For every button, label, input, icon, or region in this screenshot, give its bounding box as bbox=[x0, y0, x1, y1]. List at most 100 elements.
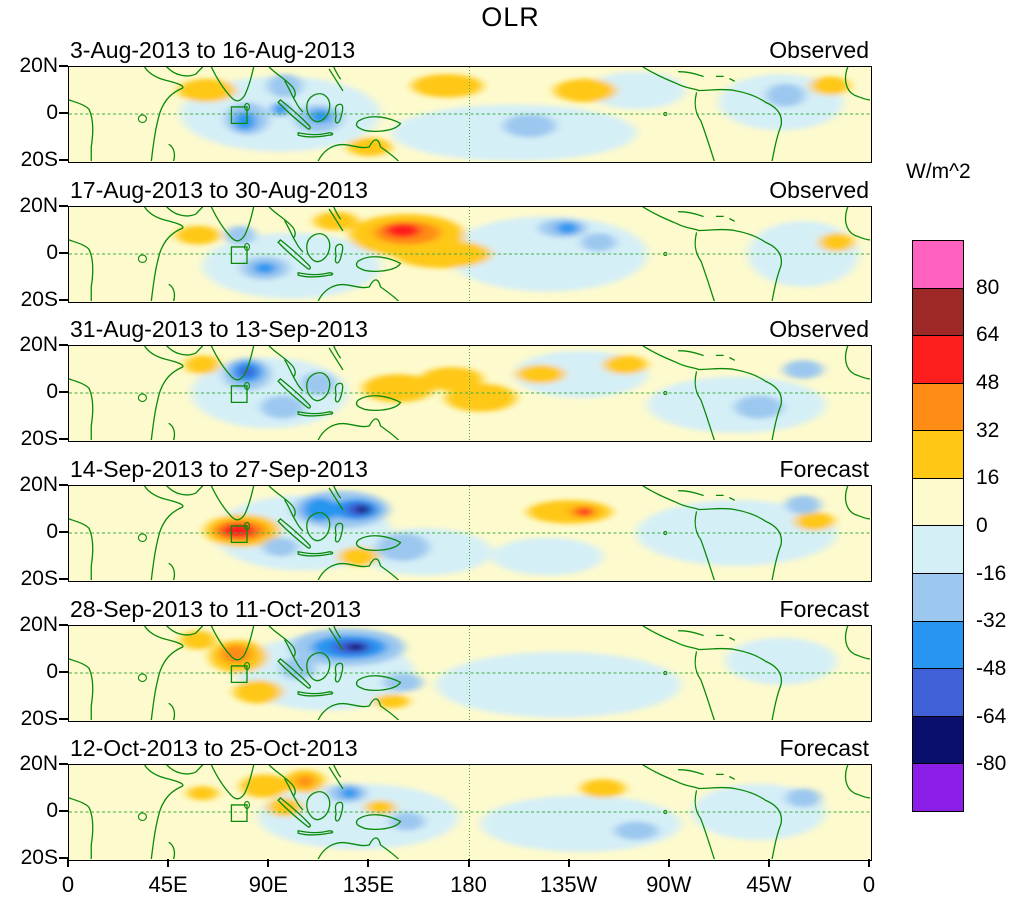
y-tick-label: 20S bbox=[20, 148, 58, 171]
y-axis-tick bbox=[59, 112, 68, 114]
map-svg bbox=[69, 346, 870, 440]
colorbar-cell bbox=[913, 477, 963, 526]
x-axis-tick bbox=[267, 859, 270, 867]
map-panel-4 bbox=[68, 485, 872, 582]
x-tick-label: 45W bbox=[746, 872, 792, 897]
colorbar-tick-label: -80 bbox=[976, 752, 1007, 776]
colorbar-tick-label: 16 bbox=[976, 466, 1000, 490]
y-tick-label: 0 bbox=[46, 520, 58, 543]
x-axis-tick bbox=[467, 859, 470, 867]
y-axis-tick bbox=[59, 763, 68, 765]
x-axis-tick bbox=[67, 859, 69, 867]
y-axis-tick bbox=[59, 438, 68, 440]
colorbar-tick-label: -16 bbox=[976, 561, 1007, 585]
y-axis-tick bbox=[59, 65, 68, 67]
panel-header: 17-Aug-2013 to 30-Aug-2013 Observed bbox=[70, 176, 869, 204]
colorbar-cell bbox=[913, 715, 963, 764]
colorbar-cell bbox=[913, 430, 963, 478]
panel-date-range: 12-Oct-2013 to 25-Oct-2013 bbox=[70, 735, 358, 761]
panel-date-range: 31-Aug-2013 to 13-Sep-2013 bbox=[70, 316, 368, 342]
y-axis-tick bbox=[59, 578, 68, 580]
x-tick-label: 135E bbox=[342, 872, 395, 897]
x-axis-tick bbox=[167, 859, 170, 867]
colorbar-cell bbox=[913, 620, 963, 669]
x-axis-tick bbox=[667, 859, 670, 867]
y-axis-tick bbox=[59, 391, 68, 393]
y-tick-label: 0 bbox=[46, 101, 58, 124]
map-svg bbox=[69, 67, 870, 161]
map-panel-5 bbox=[68, 625, 872, 722]
y-tick-label: 0 bbox=[46, 660, 58, 683]
colorbar-cell bbox=[913, 668, 963, 716]
x-axis-tick bbox=[767, 859, 770, 867]
panel-6: 12-Oct-2013 to 25-Oct-2013 Forecast 20N … bbox=[0, 734, 1021, 869]
y-tick-label: 0 bbox=[46, 799, 58, 822]
map-svg bbox=[69, 626, 870, 720]
colorbar-unit-label: W/m^2 bbox=[906, 160, 971, 183]
panel-type-label: Forecast bbox=[779, 456, 869, 482]
colorbar-tick-label: -64 bbox=[976, 704, 1007, 728]
y-axis-tick bbox=[59, 484, 68, 486]
y-tick-label: 20S bbox=[20, 427, 58, 450]
x-axis: 0 45E 90E 135E 180 135W 90W 45W 0 bbox=[0, 858, 1021, 913]
x-tick-label: 180 bbox=[450, 872, 487, 897]
panel-2: 17-Aug-2013 to 30-Aug-2013 Observed 20N … bbox=[0, 176, 1021, 311]
y-axis-tick bbox=[59, 810, 68, 812]
y-tick-label: 20S bbox=[20, 846, 58, 869]
panel-date-range: 3-Aug-2013 to 16-Aug-2013 bbox=[70, 37, 356, 63]
map-svg bbox=[69, 765, 870, 859]
colorbar-tick-label: 64 bbox=[976, 323, 1000, 347]
x-tick-label: 135W bbox=[539, 872, 598, 897]
colorbar-tick-label: 48 bbox=[976, 371, 1000, 394]
map-panel-2 bbox=[68, 206, 872, 303]
colorbar-cell bbox=[913, 382, 963, 431]
y-tick-label: 20N bbox=[19, 613, 58, 636]
colorbar-cell bbox=[913, 525, 963, 574]
y-axis-tick bbox=[59, 671, 68, 673]
map-panel-3 bbox=[68, 345, 872, 442]
y-axis-tick bbox=[59, 344, 68, 346]
panel-3: 31-Aug-2013 to 13-Sep-2013 Observed 20N … bbox=[0, 315, 1021, 450]
y-axis-tick bbox=[59, 531, 68, 533]
y-tick-label: 20N bbox=[19, 194, 58, 217]
map-panel-6 bbox=[68, 764, 872, 861]
y-axis-tick bbox=[59, 299, 68, 301]
y-axis-tick bbox=[59, 252, 68, 254]
colorbar-tick-label: 80 bbox=[976, 275, 1000, 299]
map-panel-1 bbox=[68, 66, 872, 163]
y-tick-label: 0 bbox=[46, 380, 58, 403]
colorbar-tick-label: -48 bbox=[976, 657, 1007, 680]
map-svg bbox=[69, 486, 870, 580]
y-tick-label: 20N bbox=[19, 473, 58, 496]
panel-4: 14-Sep-2013 to 27-Sep-2013 Forecast 20N … bbox=[0, 455, 1021, 590]
x-tick-label: 90E bbox=[248, 872, 288, 897]
colorbar-cell bbox=[913, 287, 963, 336]
colorbar-cell bbox=[913, 763, 963, 811]
chart-title: OLR bbox=[481, 2, 540, 32]
panel-header: 31-Aug-2013 to 13-Sep-2013 Observed bbox=[70, 315, 869, 343]
y-tick-label: 20N bbox=[19, 752, 58, 775]
x-tick-label: 45E bbox=[148, 872, 188, 897]
colorbar-tick-label: 0 bbox=[976, 514, 988, 537]
y-axis-tick bbox=[59, 718, 68, 720]
panel-header: 28-Sep-2013 to 11-Oct-2013 Forecast bbox=[70, 595, 869, 623]
panel-type-label: Observed bbox=[769, 316, 869, 342]
y-tick-label: 20N bbox=[19, 54, 58, 77]
panel-date-range: 17-Aug-2013 to 30-Aug-2013 bbox=[70, 177, 368, 203]
y-tick-label: 20S bbox=[20, 567, 58, 590]
panel-1: 3-Aug-2013 to 16-Aug-2013 Observed 20N 0… bbox=[0, 36, 1021, 171]
panel-type-label: Observed bbox=[769, 177, 869, 203]
colorbar bbox=[912, 240, 964, 812]
panel-type-label: Forecast bbox=[779, 596, 869, 622]
colorbar-tick-label: 32 bbox=[976, 418, 1000, 442]
y-tick-label: 20S bbox=[20, 707, 58, 730]
x-tick-label: 0 bbox=[862, 872, 876, 897]
y-tick-label: 20N bbox=[19, 333, 58, 356]
colorbar-cell bbox=[913, 241, 963, 288]
y-tick-label: 20S bbox=[20, 288, 58, 311]
y-axis-tick bbox=[59, 857, 68, 859]
y-axis-tick bbox=[59, 624, 68, 626]
x-axis-tick bbox=[868, 859, 870, 867]
colorbar-ticks: 80 64 48 32 16 0 -16 -32 -48 -64 -80 bbox=[976, 240, 1021, 812]
